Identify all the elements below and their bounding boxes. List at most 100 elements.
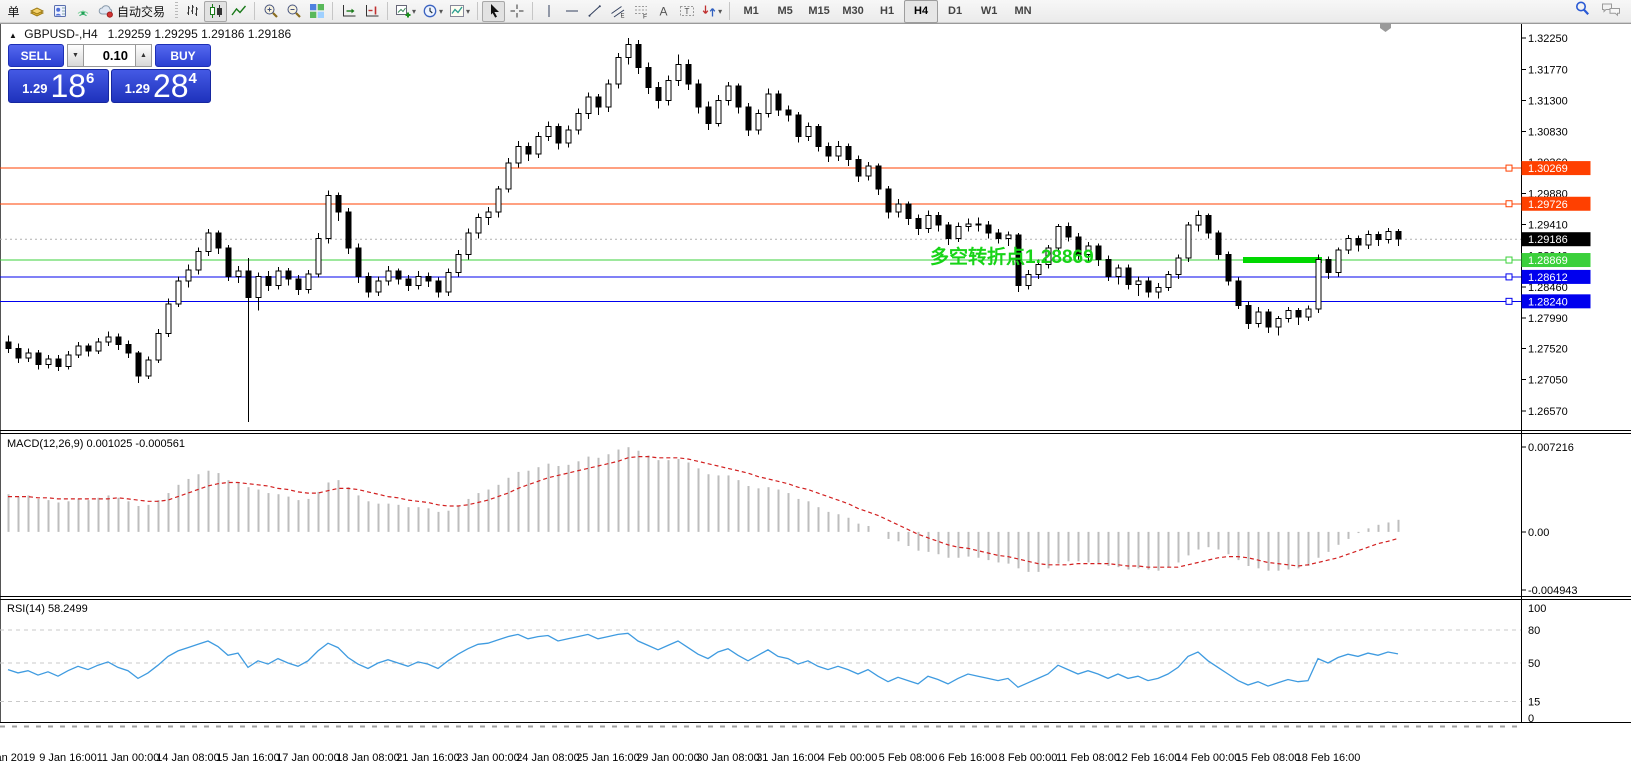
autotrading-label: 自动交易 <box>117 4 166 19</box>
trendline-icon[interactable] <box>583 1 606 22</box>
chevron-down-icon[interactable]: ▾ <box>466 6 471 16</box>
auto-scroll-icon[interactable] <box>337 1 360 22</box>
sell-button[interactable]: SELL <box>8 44 64 67</box>
bar-chart-icon[interactable] <box>181 1 204 22</box>
timeframe-mn[interactable]: MN <box>1014 5 1032 17</box>
rsi-levels <box>0 629 1521 702</box>
chat-icon[interactable] <box>1601 1 1621 22</box>
crosshair-icon[interactable] <box>505 1 528 22</box>
svg-text:14 Feb 00:00: 14 Feb 00:00 <box>1176 752 1241 764</box>
tile-windows-icon[interactable] <box>305 1 328 22</box>
zoom-out-icon[interactable] <box>282 1 305 22</box>
price-axis[interactable]: 1.322501.317701.313001.308301.303601.298… <box>1521 33 1591 418</box>
horizontal-line-icon[interactable] <box>560 1 583 22</box>
svg-text:1.29186: 1.29186 <box>1528 234 1568 246</box>
search-icon[interactable] <box>1574 0 1591 22</box>
svg-text:29 Jan 00:00: 29 Jan 00:00 <box>636 752 700 764</box>
timeframe-d1[interactable]: D1 <box>948 5 963 17</box>
signals-icon[interactable] <box>71 1 94 22</box>
svg-text:多空转折点1.28869: 多空转折点1.28869 <box>930 245 1094 268</box>
svg-text:-0.004943: -0.004943 <box>1528 585 1578 597</box>
sell-price-prefix: 1.29 <box>22 81 48 96</box>
timeframe-m15[interactable]: M15 <box>808 5 830 17</box>
svg-text:14 Jan 08:00: 14 Jan 08:00 <box>156 752 220 764</box>
timeframe-w1[interactable]: W1 <box>980 5 998 17</box>
volume-up-button[interactable]: ▲ <box>135 44 152 67</box>
svg-text:24 Jan 08:00: 24 Jan 08:00 <box>516 752 580 764</box>
timeframe-h4[interactable]: H4 <box>904 0 939 23</box>
new-order-button[interactable]: 单 <box>2 1 25 22</box>
zoom-in-icon[interactable] <box>259 1 282 22</box>
buy-price-display[interactable]: 1.29 28 4 <box>110 68 211 104</box>
chevron-down-icon[interactable]: ▾ <box>439 6 444 16</box>
fibonacci-icon[interactable]: F <box>629 1 652 22</box>
chart-ohlc-quotes: 1.29259 1.29295 1.29186 1.29186 <box>107 27 292 41</box>
text-label-icon[interactable]: T <box>675 1 698 22</box>
svg-text:11 Jan 00:00: 11 Jan 00:00 <box>97 752 160 764</box>
chevron-down-icon[interactable]: ▾ <box>718 6 723 16</box>
arrows-icon[interactable]: ▾ <box>698 1 725 22</box>
svg-text:8 Jan 2019: 8 Jan 2019 <box>0 752 35 764</box>
svg-text:E: E <box>620 14 624 20</box>
timeframe-m30[interactable]: M30 <box>842 5 864 17</box>
indicators-icon[interactable]: ▾ <box>392 1 419 22</box>
buy-price-prefix: 1.29 <box>124 81 150 96</box>
candlestick-chart-icon[interactable] <box>204 0 228 22</box>
timeframe-m1[interactable]: M1 <box>743 5 759 17</box>
svg-text:6 Feb 16:00: 6 Feb 16:00 <box>939 752 998 764</box>
chevron-down-icon[interactable]: ▾ <box>412 6 417 16</box>
svg-text:25 Jan 16:00: 25 Jan 16:00 <box>576 752 640 764</box>
macd-pane: MACD(12,26,9) 0.001025 -0.000561 0.007216… <box>7 438 1578 597</box>
vertical-line-icon[interactable] <box>537 1 560 22</box>
chart-shift-marker[interactable] <box>1380 24 1391 32</box>
text-icon[interactable]: A <box>652 1 675 22</box>
autotrading-button[interactable]: 自动交易 <box>94 1 172 22</box>
collapse-triangle-icon[interactable]: ▲ <box>9 31 17 40</box>
svg-text:0.00: 0.00 <box>1528 527 1549 539</box>
buy-button[interactable]: BUY <box>155 44 211 67</box>
svg-text:1.27050: 1.27050 <box>1528 374 1568 386</box>
main-toolbar: 单 自动交易 ▾ ▾ ▾ E F A T ▾ M1 M5 M15 M30 H1 … <box>0 0 1631 23</box>
svg-text:1.28460: 1.28460 <box>1528 282 1568 294</box>
one-click-trading-panel: SELL ▼ 0.10 ▲ BUY 1.29 18 6 1.29 28 4 <box>8 44 211 103</box>
svg-text:1.31300: 1.31300 <box>1528 95 1568 107</box>
svg-text:15 Feb 08:00: 15 Feb 08:00 <box>1236 752 1301 764</box>
svg-text:A: A <box>659 5 667 19</box>
timeframe-m5[interactable]: M5 <box>777 5 793 17</box>
svg-text:1.28240: 1.28240 <box>1528 296 1568 308</box>
sell-price-display[interactable]: 1.29 18 6 <box>8 69 109 103</box>
chart-shift-icon[interactable] <box>360 1 383 22</box>
history-icon[interactable] <box>25 1 48 22</box>
svg-text:0: 0 <box>1528 713 1534 725</box>
channel-icon[interactable]: E <box>606 1 629 22</box>
svg-text:1.29726: 1.29726 <box>1528 199 1568 211</box>
svg-text:T: T <box>684 7 689 16</box>
svg-text:15: 15 <box>1528 697 1540 709</box>
sell-price-pips: 18 <box>50 68 87 104</box>
svg-text:31 Jan 16:00: 31 Jan 16:00 <box>756 752 820 764</box>
templates-icon[interactable]: ▾ <box>446 1 473 22</box>
svg-text:1.29410: 1.29410 <box>1528 220 1568 232</box>
svg-text:1.32250: 1.32250 <box>1528 33 1568 45</box>
timeframe-h1[interactable]: H1 <box>880 5 895 17</box>
buy-price-point: 4 <box>188 70 197 87</box>
svg-text:1.30269: 1.30269 <box>1528 163 1568 175</box>
svg-text:11 Feb 08:00: 11 Feb 08:00 <box>1056 752 1120 764</box>
turning-point-annotation[interactable]: 多空转折点1.28869 <box>930 245 1094 268</box>
chart-title: ▲ GBPUSD-,H4 1.29259 1.29295 1.29186 1.2… <box>9 27 291 41</box>
horizontal-lines[interactable] <box>0 164 1521 305</box>
market-watch-icon[interactable] <box>48 1 71 22</box>
svg-text:80: 80 <box>1528 625 1540 637</box>
buy-price-pips: 28 <box>152 68 189 104</box>
volume-input[interactable]: 0.10 <box>84 44 135 67</box>
volume-down-button[interactable]: ▼ <box>67 44 84 67</box>
volume-stepper: ▼ 0.10 ▲ <box>67 44 152 67</box>
cursor-icon[interactable] <box>482 0 506 22</box>
line-chart-icon[interactable] <box>227 1 250 22</box>
rsi-pane: RSI(14) 58.2499 100 80 50 15 0 <box>7 603 1546 725</box>
sell-price-point: 6 <box>86 70 95 87</box>
periods-icon[interactable]: ▾ <box>419 1 446 22</box>
